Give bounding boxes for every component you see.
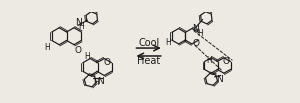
Text: H: H	[93, 78, 99, 87]
Text: O: O	[193, 39, 200, 48]
Text: O: O	[75, 46, 82, 55]
Text: N: N	[97, 77, 104, 86]
Text: Heat: Heat	[137, 56, 160, 66]
Text: H: H	[79, 22, 84, 31]
Text: N: N	[192, 24, 199, 33]
Text: N: N	[216, 75, 223, 84]
Text: O: O	[222, 57, 229, 66]
Text: H: H	[206, 56, 212, 65]
Text: H: H	[197, 29, 203, 38]
Text: N: N	[75, 18, 82, 27]
Text: Cool: Cool	[138, 38, 159, 48]
Text: H: H	[165, 38, 171, 47]
Text: H: H	[84, 52, 90, 61]
Text: O: O	[103, 57, 110, 67]
Text: H: H	[44, 43, 50, 52]
